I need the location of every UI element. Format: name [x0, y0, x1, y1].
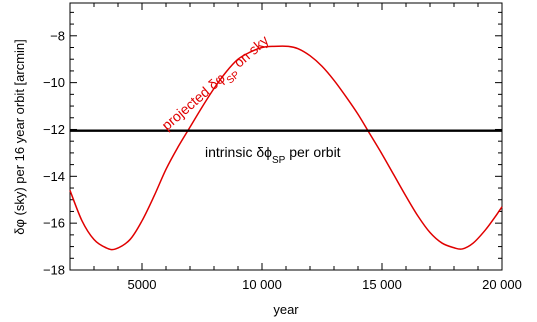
annotation-projected: projected δφSP on sky [158, 32, 275, 137]
y-tick-label: −18 [43, 263, 65, 278]
y-tick-label: −16 [43, 216, 65, 231]
y-tick-label: −14 [43, 169, 65, 184]
y-tick-label: −10 [43, 75, 65, 90]
x-tick-label: 15 000 [362, 277, 402, 292]
plot-frame [69, 2, 503, 271]
tick-labels: 5000 10 000 15 000 20 000 −18 −16 −14 −12 −10 −8 [43, 28, 522, 292]
annotation-intrinsic: intrinsic δϕSP per orbit [205, 144, 341, 166]
x-tick-label: 20 000 [482, 277, 522, 292]
x-axis-title: year [273, 302, 299, 317]
series [69, 45, 503, 251]
y-axis-title: δφ (sky) per 16 year orbit [arcmin] [12, 39, 27, 235]
y-tick-label: −8 [50, 28, 65, 43]
ticks [69, 3, 503, 271]
series-projected-line [69, 45, 503, 251]
x-tick-label: 5000 [128, 277, 157, 292]
x-tick-label: 10 000 [242, 277, 282, 292]
y-tick-label: −12 [43, 122, 65, 137]
